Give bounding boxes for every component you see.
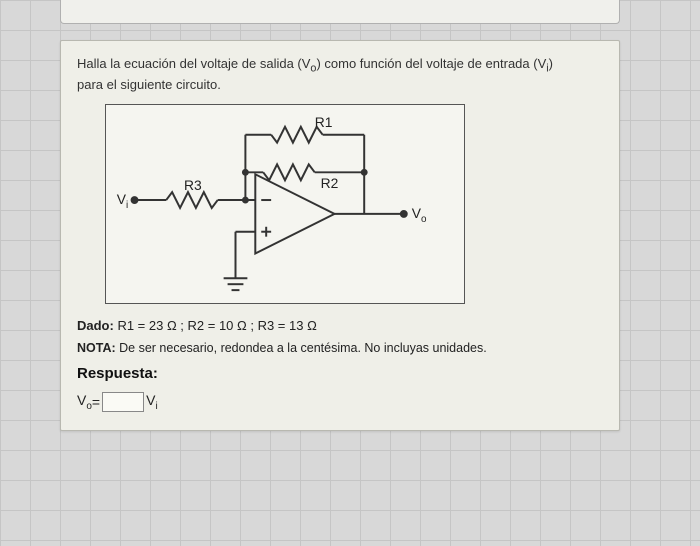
label-r1: R1: [315, 114, 333, 130]
question-card: Halla la ecuación del voltaje de salida …: [60, 40, 620, 431]
answer-row: Vo = Vi: [77, 392, 603, 412]
note-line: NOTA: De ser necesario, redondea a la ce…: [77, 341, 603, 355]
nota-prefix: NOTA:: [77, 341, 116, 355]
label-r2: R2: [321, 175, 339, 191]
given-text: R1 = 23 Ω ; R2 = 10 Ω ; R3 = 13 Ω: [114, 318, 317, 333]
nota-text: De ser necesario, redondea a la centésim…: [116, 341, 487, 355]
page-top-stub: [60, 0, 620, 24]
ans-vi: Vi: [146, 392, 158, 412]
ans-vo: Vo: [77, 392, 92, 412]
respuesta-label: Respuesta:: [77, 365, 603, 382]
question-prompt: Halla la ecuación del voltaje de salida …: [77, 55, 603, 94]
ans-eq: =: [92, 394, 100, 410]
given-prefix: Dado:: [77, 318, 114, 333]
prompt-text-2: para el siguiente circuito.: [77, 77, 221, 92]
prompt-text-mid: ) como función del voltaje de entrada (V: [316, 56, 546, 71]
label-r3: R3: [184, 177, 202, 193]
prompt-text-1: Halla la ecuación del voltaje de salida …: [77, 56, 310, 71]
given-values: Dado: R1 = 23 Ω ; R2 = 10 Ω ; R3 = 13 Ω: [77, 318, 603, 333]
circuit-svg: R1 R2 R3 Vi Vo: [106, 105, 464, 303]
label-vo: Vo: [412, 205, 427, 225]
answer-input[interactable]: [102, 392, 144, 412]
prompt-text-end: ): [549, 56, 553, 71]
label-vi: Vi: [117, 191, 128, 211]
circuit-diagram: R1 R2 R3 Vi Vo: [105, 104, 465, 304]
